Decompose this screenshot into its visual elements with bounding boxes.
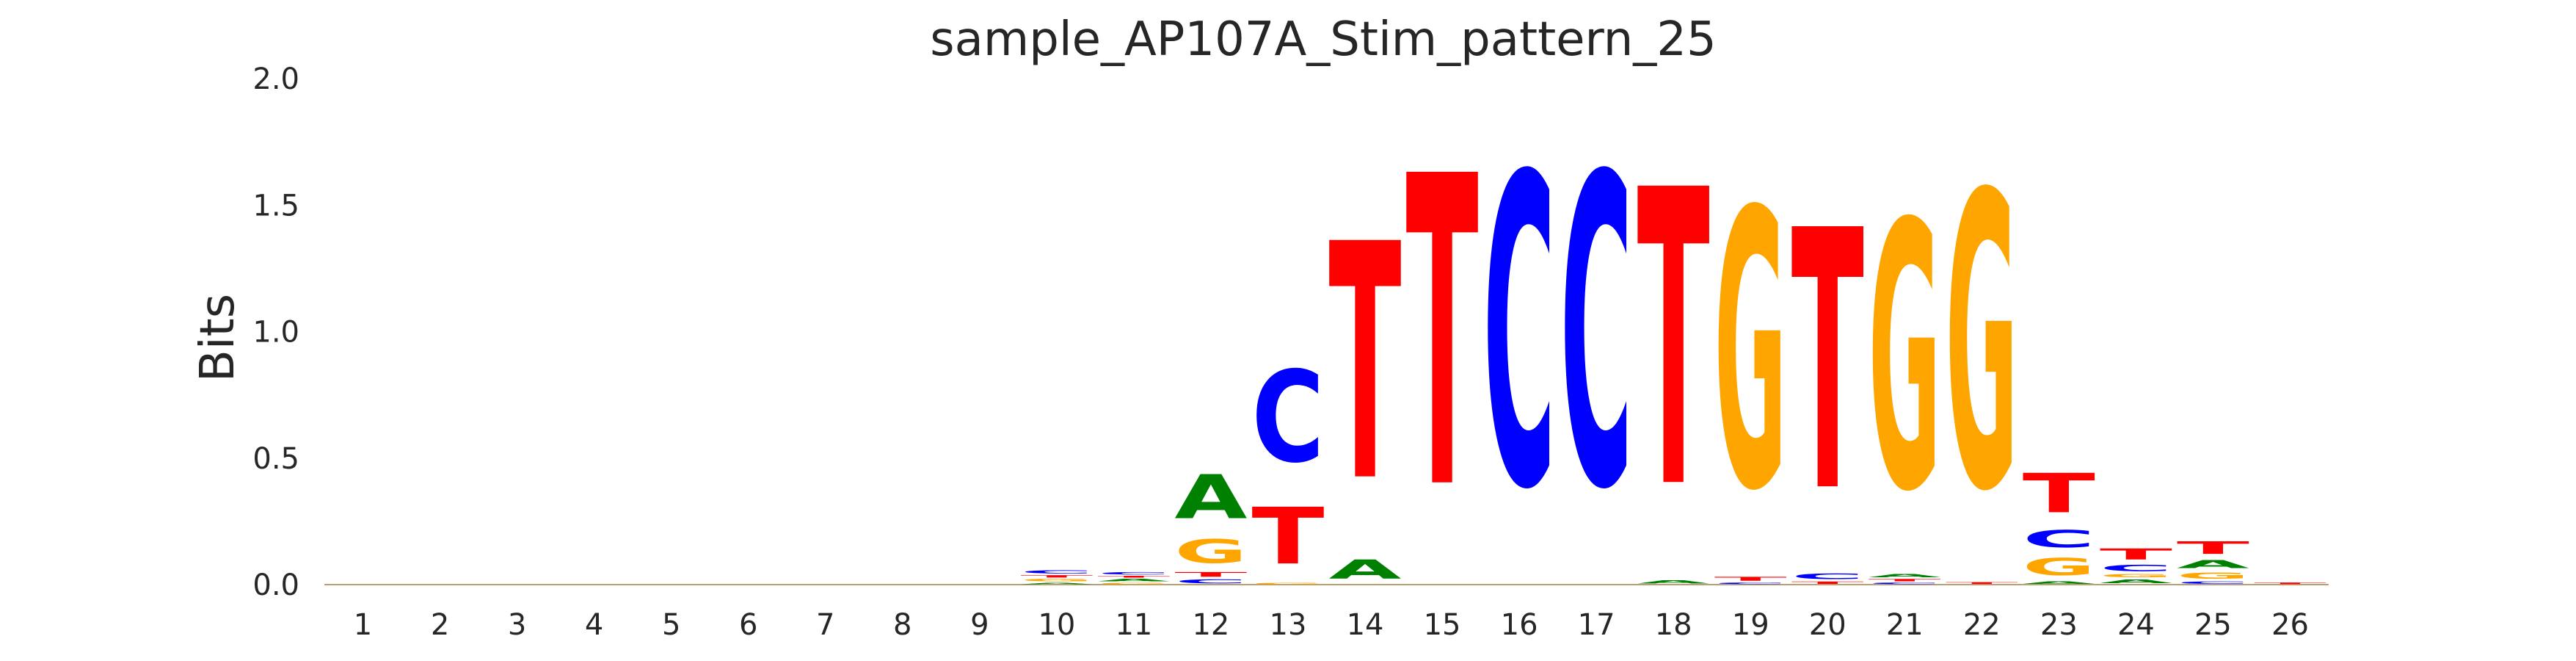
chart-title: sample_AP107A_Stim_pattern_25 (930, 12, 1716, 67)
logo-letter-t: T (1791, 155, 1865, 571)
logo-letter-t: T (2254, 582, 2326, 585)
x-tick-label: 17 (1578, 608, 1615, 642)
logo-letter-t: T (2100, 546, 2172, 563)
y-axis-label: Bits (191, 294, 245, 382)
logo-letter-t: T (1406, 87, 1480, 583)
x-tick-label: 8 (893, 608, 912, 642)
logo-letter-c: C (1869, 582, 1941, 585)
logo-letter-a: A (1869, 574, 1941, 579)
logo-letter-a: A (1020, 582, 1093, 585)
x-tick-label: 20 (1809, 608, 1847, 642)
logo-letter-t: T (1020, 574, 1093, 578)
logo-letter-c: C (2177, 581, 2249, 585)
logo-letter-g: G (1714, 131, 1787, 574)
logo-letter-c: C (1020, 569, 1093, 574)
x-tick-label: 11 (1115, 608, 1152, 642)
x-tick-label: 2 (431, 608, 449, 642)
logo-letter-g: G (2177, 571, 2249, 581)
x-tick-label: 12 (1192, 608, 1229, 642)
logo-letter-t: T (1329, 176, 1402, 554)
x-tick-label: 15 (1424, 608, 1461, 642)
x-tick-label: 5 (662, 608, 680, 642)
x-tick-label: 25 (2194, 608, 2232, 642)
y-axis: 0.0 0.5 1.0 1.5 2.0 (252, 62, 299, 602)
logo-letter-t: T (1174, 571, 1247, 578)
x-tick-label: 13 (1270, 608, 1307, 642)
logo-letter-c: C (1791, 572, 1864, 581)
logo-letter-g: G (1251, 582, 1324, 585)
y-tick-label: 1.5 (252, 189, 299, 223)
logo-letter-t: T (1251, 491, 1324, 582)
logo-letter-a: A (2100, 578, 2172, 585)
logo-letter-g: G (1097, 582, 1170, 585)
logo-letter-c: C (1714, 582, 1787, 585)
x-tick-label: 4 (585, 608, 603, 642)
x-tick-label: 21 (1886, 608, 1924, 642)
logo-letter-g: G (2100, 574, 2172, 579)
y-tick-label: 1.0 (252, 316, 299, 350)
logo-letter-g: G (1174, 533, 1247, 571)
x-tick-label: 22 (1963, 608, 2001, 642)
logo-letter-c: C (2023, 525, 2095, 553)
logo-letter-t: T (2023, 463, 2095, 526)
logo-letter-a: A (1174, 463, 1247, 533)
y-tick-label: 0.0 (252, 568, 299, 602)
y-tick-label: 0.5 (252, 442, 299, 476)
logo-letter-c: C (1483, 88, 1556, 584)
x-tick-label: 18 (1655, 608, 1692, 642)
logo-letter-c: C (2100, 563, 2172, 574)
x-tick-label: 10 (1038, 608, 1075, 642)
logo-letter-c: C (1560, 88, 1633, 584)
logo-letter-a: A (2023, 581, 2095, 585)
logo-letter-g: G (1946, 109, 2018, 580)
x-tick-label: 3 (508, 608, 526, 642)
x-axis: 1 2 3 4 5 6 7 8 9 10 11 12 13 14 15 16 17 18 19 20 21 22 23 24 2… (354, 608, 2309, 642)
x-tick-label: 14 (1347, 608, 1384, 642)
logo-letter-t: T (1869, 578, 1941, 582)
logo-letter-a: A (1637, 579, 1710, 585)
logo-letter-t: T (2177, 538, 2249, 558)
logo-letter-g: G (1869, 148, 1941, 573)
logo-letter-c: C (1251, 345, 1324, 491)
logo-letter-c: C (1097, 571, 1170, 575)
logo-letter-g: G (2023, 553, 2095, 581)
x-tick-label: 7 (816, 608, 834, 642)
x-tick-label: 9 (970, 608, 989, 642)
x-tick-label: 1 (354, 608, 372, 642)
logo-letter-a: A (2177, 558, 2250, 571)
x-tick-label: 6 (739, 608, 757, 642)
logo-letter-t: T (1097, 575, 1170, 578)
x-tick-label: 23 (2040, 608, 2078, 642)
logo-letter-t: T (1791, 581, 1864, 585)
logo-letter-g: G (1020, 578, 1093, 582)
logo-letter-a: A (1329, 555, 1402, 585)
logo-letter-t: T (1714, 576, 1787, 582)
logo-letter-a: A (1097, 578, 1170, 582)
logo-letter-c: C (1174, 578, 1247, 585)
x-tick-label: 24 (2117, 608, 2155, 642)
x-tick-label: 26 (2271, 608, 2309, 642)
logo-letter-t: T (1637, 105, 1711, 578)
x-tick-label: 16 (1501, 608, 1538, 642)
y-tick-label: 2.0 (252, 62, 299, 96)
logo-letter-t: T (1946, 582, 2018, 585)
x-tick-label: 19 (1732, 608, 1769, 642)
